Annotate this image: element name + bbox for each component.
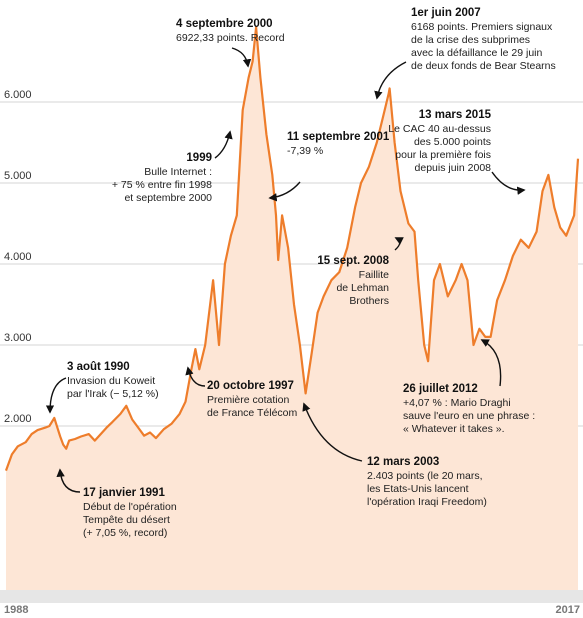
- annotation-text: avec la défaillance le 29 juin: [411, 47, 542, 59]
- annotation-text: l'opération Iraqi Freedom): [367, 496, 487, 508]
- annotation-arrow: [214, 130, 233, 159]
- x-axis-ticks: 1988 2017: [4, 604, 580, 616]
- annotation-title: 12 mars 2003: [367, 456, 439, 468]
- annotation-arrow: [480, 339, 502, 387]
- annotation-text: Le CAC 40 au-dessus: [388, 123, 491, 135]
- y-tick-label: 4.000: [4, 251, 32, 263]
- annotation-d2001: 11 septembre 2001 -7,39 %: [268, 131, 390, 202]
- annotation-title: 13 mars 2015: [419, 109, 492, 121]
- annotation-text: Faillite: [359, 269, 390, 281]
- x-tick-label: 1988: [4, 604, 28, 616]
- annotation-text: Tempête du désert: [83, 514, 170, 526]
- annotation-text: 2.403 points (le 20 mars,: [367, 470, 483, 482]
- annotation-title: 1er juin 2007: [411, 7, 481, 19]
- annotation-text: de France Télécom: [207, 407, 298, 419]
- annotation-title: 17 janvier 1991: [83, 487, 165, 499]
- annotation-d2000: 4 septembre 2000 6922,33 points. Record: [176, 18, 285, 68]
- annotation-text: « Whatever it takes ».: [403, 423, 505, 435]
- annotation-text: sauve l'euro en une phrase :: [403, 410, 535, 422]
- annotation-arrow: [374, 61, 407, 100]
- annotation-text: de la crise des subprimes: [411, 34, 530, 46]
- annotation-arrow: [185, 366, 206, 387]
- annotation-text: -7,39 %: [287, 145, 323, 157]
- annotation-arrow: [491, 171, 526, 195]
- x-axis-band: [0, 590, 583, 603]
- annotation-arrow: [45, 377, 67, 414]
- annotation-text: les Etats-Unis lancent: [367, 483, 469, 495]
- area-fill: [6, 27, 578, 590]
- annotation-arrow: [231, 47, 252, 68]
- annotation-text: Première cotation: [207, 394, 289, 406]
- annotation-text: (+ 7,05 %, record): [83, 527, 167, 539]
- annotation-text: 6168 points. Premiers signaux: [411, 21, 553, 33]
- annotation-text: Invasion du Koweit: [67, 375, 155, 387]
- series-line: [4, 26, 580, 471]
- annotation-d1991: 17 janvier 1991 Début de l'opérationTempê…: [56, 468, 177, 539]
- y-tick-label: 2.000: [4, 413, 32, 425]
- annotation-text: + 75 % entre fin 1998: [112, 179, 212, 191]
- y-tick-label: 6.000: [4, 89, 32, 101]
- annotation-arrow: [268, 181, 301, 202]
- annotation-text: de deux fonds de Bear Stearns: [411, 60, 556, 72]
- annotation-d2003: 12 mars 2003 2.403 points (le 20 mars,les…: [302, 402, 487, 508]
- annotation-title: 1999: [186, 152, 212, 164]
- y-axis-ticks: 2.000 3.000 4.000 5.000 6.000: [4, 89, 32, 425]
- annotation-arrow: [56, 468, 81, 493]
- y-tick-label: 3.000: [4, 332, 32, 344]
- annotation-title: 26 juillet 2012: [403, 383, 478, 395]
- annotation-text: Brothers: [349, 295, 389, 307]
- annotation-title: 4 septembre 2000: [176, 18, 273, 30]
- annotation-text: et septembre 2000: [124, 192, 212, 204]
- annotation-arrow: [394, 237, 404, 251]
- annotation-title: 3 août 1990: [67, 361, 130, 373]
- annotation-title: 20 octobre 1997: [207, 380, 294, 392]
- x-tick-label: 2017: [556, 604, 580, 616]
- annotation-text: de Lehman: [336, 282, 389, 294]
- annotation-d2012: 26 juillet 2012 +4,07 % : Mario Draghisau…: [403, 339, 535, 435]
- annotation-text: des 5.000 points: [414, 136, 491, 148]
- annotation-arrow: [302, 402, 363, 462]
- annotation-text: Bulle Internet :: [144, 166, 212, 178]
- annotation-title: 11 septembre 2001: [287, 131, 390, 143]
- annotation-d1999: 1999 Bulle Internet :+ 75 % entre fin 199…: [112, 130, 233, 204]
- y-tick-label: 5.000: [4, 170, 32, 182]
- annotation-text: +4,07 % : Mario Draghi: [403, 397, 511, 409]
- annotation-text: depuis juin 2008: [415, 162, 492, 174]
- annotation-text: pour la première fois: [395, 149, 491, 161]
- annotation-d2007: 1er juin 2007 6168 points. Premiers signa…: [374, 7, 556, 100]
- annotation-text: par l'Irak (− 5,12 %): [67, 388, 159, 400]
- annotation-text: 6922,33 points. Record: [176, 32, 285, 44]
- annotation-text: Début de l'opération: [83, 501, 177, 513]
- annotation-title: 15 sept. 2008: [317, 255, 389, 267]
